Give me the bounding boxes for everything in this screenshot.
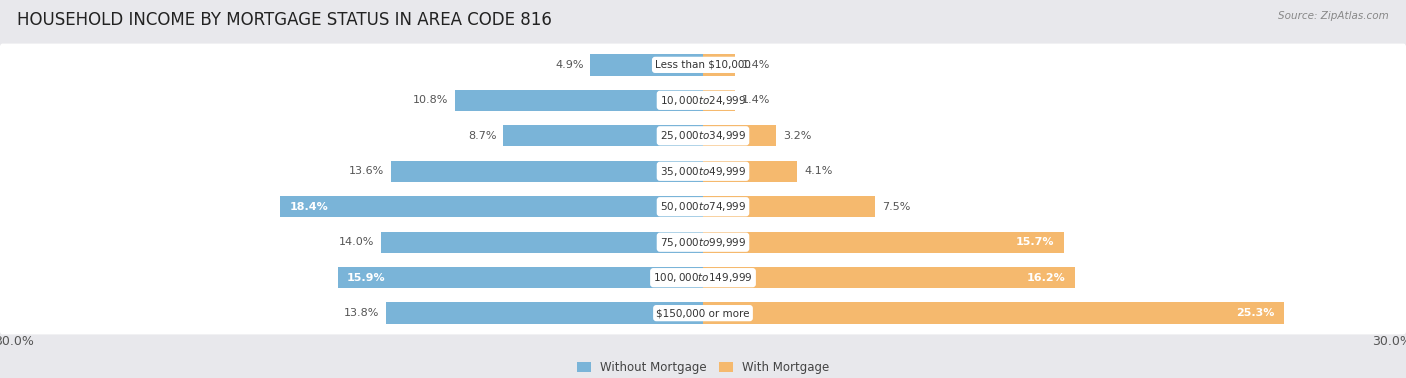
Bar [381,232,703,253]
FancyBboxPatch shape [0,256,1406,299]
Text: 16.2%: 16.2% [1028,273,1066,283]
Text: $10,000 to $24,999: $10,000 to $24,999 [659,94,747,107]
Text: 10.8%: 10.8% [413,95,449,105]
Text: $150,000 or more: $150,000 or more [657,308,749,318]
Text: 1.4%: 1.4% [742,95,770,105]
Bar [387,302,703,324]
Text: 4.1%: 4.1% [804,166,832,176]
Text: Source: ZipAtlas.com: Source: ZipAtlas.com [1278,11,1389,21]
Text: 8.7%: 8.7% [468,131,496,141]
Text: $35,000 to $49,999: $35,000 to $49,999 [659,165,747,178]
FancyBboxPatch shape [0,79,1406,122]
Text: 4.9%: 4.9% [555,60,583,70]
Bar [391,161,703,182]
Text: $50,000 to $74,999: $50,000 to $74,999 [659,200,747,213]
Text: 13.6%: 13.6% [349,166,384,176]
Text: 7.5%: 7.5% [882,202,911,212]
Legend: Without Mortgage, With Mortgage: Without Mortgage, With Mortgage [572,356,834,378]
Text: $100,000 to $149,999: $100,000 to $149,999 [654,271,752,284]
Text: $75,000 to $99,999: $75,000 to $99,999 [659,236,747,249]
FancyBboxPatch shape [0,186,1406,228]
Bar [703,161,797,182]
Bar [337,267,703,288]
Bar [703,54,735,76]
Text: $25,000 to $34,999: $25,000 to $34,999 [659,129,747,142]
Bar [703,232,1063,253]
Text: 15.7%: 15.7% [1017,237,1054,247]
Bar [591,54,703,76]
FancyBboxPatch shape [0,150,1406,192]
Text: 1.4%: 1.4% [742,60,770,70]
FancyBboxPatch shape [0,292,1406,335]
Text: HOUSEHOLD INCOME BY MORTGAGE STATUS IN AREA CODE 816: HOUSEHOLD INCOME BY MORTGAGE STATUS IN A… [17,11,551,29]
Bar [703,267,1076,288]
Text: 3.2%: 3.2% [783,131,811,141]
Text: 13.8%: 13.8% [344,308,380,318]
Bar [280,196,703,217]
Bar [456,90,703,111]
Bar [703,125,776,146]
Text: Less than $10,000: Less than $10,000 [655,60,751,70]
Bar [703,302,1284,324]
Bar [703,90,735,111]
Text: 25.3%: 25.3% [1236,308,1275,318]
FancyBboxPatch shape [0,115,1406,157]
FancyBboxPatch shape [0,221,1406,263]
Text: 15.9%: 15.9% [347,273,385,283]
Text: 18.4%: 18.4% [290,202,329,212]
Bar [703,196,875,217]
FancyBboxPatch shape [0,43,1406,86]
Bar [503,125,703,146]
Text: 14.0%: 14.0% [339,237,374,247]
